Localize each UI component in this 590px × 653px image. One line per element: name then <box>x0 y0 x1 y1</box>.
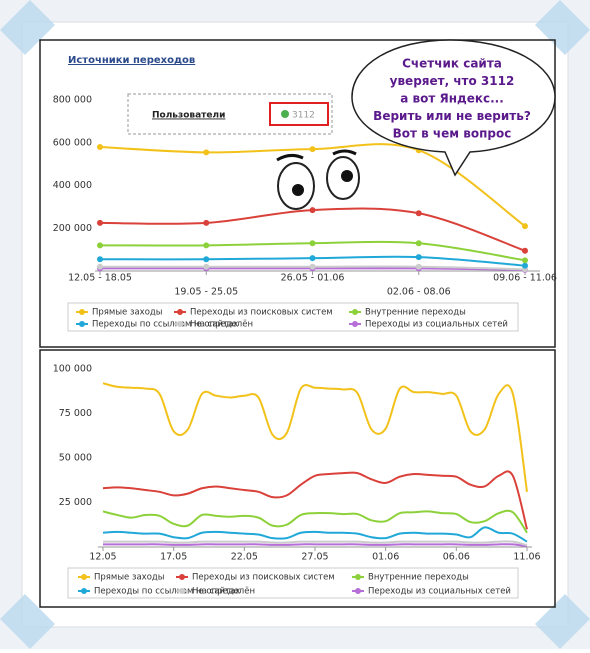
series-point <box>203 219 210 226</box>
series-point <box>97 263 103 270</box>
series-point <box>203 263 210 270</box>
popup-value: 3112 <box>292 111 315 121</box>
speech-bubble <box>351 39 556 177</box>
y-tick-label: 75 000 <box>59 408 92 419</box>
series-point <box>309 146 316 153</box>
legend-dot <box>81 574 87 580</box>
x-tick-label: 01.06 <box>372 552 399 563</box>
series-point <box>309 207 316 214</box>
series-point <box>522 223 528 230</box>
x-tick-label: 09.06 - 11.06 <box>493 273 557 284</box>
legend-dot <box>352 309 358 315</box>
legend-dot <box>79 321 85 327</box>
chart-title: Источники переходов <box>68 55 195 66</box>
bubble-text: Счетчик сайта уверяет, что 3112 а вот Янде… <box>373 57 531 141</box>
popup: Пользователи 3112 <box>127 93 333 135</box>
series-point <box>203 149 210 156</box>
bubble-line: Счетчик сайта <box>402 57 502 71</box>
legend-label: Прямые заходы <box>92 308 163 318</box>
legend-label: Прямые заходы <box>94 573 165 583</box>
legend-label: Переходы из поисковых систем <box>192 573 335 583</box>
series-point <box>415 240 422 247</box>
legend-dot <box>177 321 183 327</box>
legend-dot <box>79 309 85 315</box>
legend-label: Переходы по ссылкам на сайтах <box>94 587 240 597</box>
popup-box <box>127 93 333 135</box>
legend-box <box>67 567 519 599</box>
legend-dot <box>177 309 183 315</box>
series-line <box>102 382 528 492</box>
legend-dot <box>81 588 87 594</box>
series-point <box>415 263 422 270</box>
series-point <box>309 255 316 262</box>
legend-label: Не определён <box>190 320 253 330</box>
top-panel <box>39 39 556 348</box>
status-icon <box>281 110 289 118</box>
bottom-chart: 25 000 50 000 75 000 100 000 12.05 17.05 22.05… <box>53 364 541 599</box>
series-point <box>309 240 316 247</box>
x-tick-label: 06.06 <box>443 552 470 563</box>
legend-box <box>67 302 519 332</box>
highlight-box <box>269 102 329 126</box>
series-line <box>103 543 528 548</box>
series-point <box>97 242 103 249</box>
y-tick-label: 600 000 <box>53 137 92 148</box>
series-point <box>522 257 528 264</box>
top-chart: 200 000 400 000 600 000 800 000 12.05 - 18.0… <box>53 95 557 332</box>
bubble-line: а вот Яндекс... <box>400 92 504 106</box>
y-tick-label: 200 000 <box>53 223 92 234</box>
legend-label: Переходы по ссылкам на сайтах <box>92 320 238 330</box>
legend-dot <box>179 588 185 594</box>
x-tick-label: 02.06 - 08.06 <box>387 287 451 298</box>
legend-dot <box>352 321 358 327</box>
bubble-line: уверяет, что 3112 <box>390 74 515 88</box>
bubble-shape <box>351 39 556 177</box>
series-point <box>522 247 528 254</box>
y-tick-label: 800 000 <box>53 95 92 106</box>
series-point <box>309 263 316 270</box>
bubble-line: Верить или не верить? <box>373 109 531 123</box>
legend-label: Внутренние переходы <box>365 308 466 318</box>
bottom-panel <box>39 349 556 608</box>
y-tick-label: 50 000 <box>59 453 92 464</box>
series-line <box>102 470 528 530</box>
series-point <box>203 242 210 249</box>
x-tick-label: 12.05 - 18.05 <box>68 273 132 284</box>
popup-label: Пользователи <box>152 111 225 121</box>
series-point <box>97 256 103 263</box>
x-tick-label: 19.05 - 25.05 <box>174 287 238 298</box>
x-tick-label: 12.05 <box>89 552 116 563</box>
legend-label: Переходы из социальных сетей <box>365 320 508 330</box>
x-tick-label: 22.05 <box>231 552 258 563</box>
series-point <box>203 256 210 263</box>
series-point <box>415 254 422 261</box>
series-line <box>102 509 528 534</box>
series-point <box>97 144 103 151</box>
legend-label: Не определён <box>192 587 255 597</box>
x-tick-label: 17.05 <box>160 552 187 563</box>
y-tick-label: 100 000 <box>53 364 92 375</box>
x-tick-label: 26.05 - 01.06 <box>281 273 345 284</box>
x-tick-label: 11.06 <box>513 552 540 563</box>
series-point <box>97 219 103 226</box>
bubble-line: Вот в чем вопрос <box>393 127 512 141</box>
y-tick-label: 25 000 <box>59 497 92 508</box>
series-point <box>522 262 528 269</box>
series-line <box>103 540 528 547</box>
legend-label: Переходы из поисковых систем <box>190 308 333 318</box>
series-line <box>102 526 528 543</box>
series-point <box>415 210 422 217</box>
legend-label: Внутренние переходы <box>368 573 469 583</box>
legend-dot <box>179 574 185 580</box>
x-tick-label: 27.05 <box>301 552 328 563</box>
y-tick-label: 400 000 <box>53 180 92 191</box>
legend-dot <box>355 574 361 580</box>
legend-dot <box>355 588 361 594</box>
legend-label: Переходы из социальных сетей <box>368 587 511 597</box>
cartoon-eyes <box>276 149 360 210</box>
